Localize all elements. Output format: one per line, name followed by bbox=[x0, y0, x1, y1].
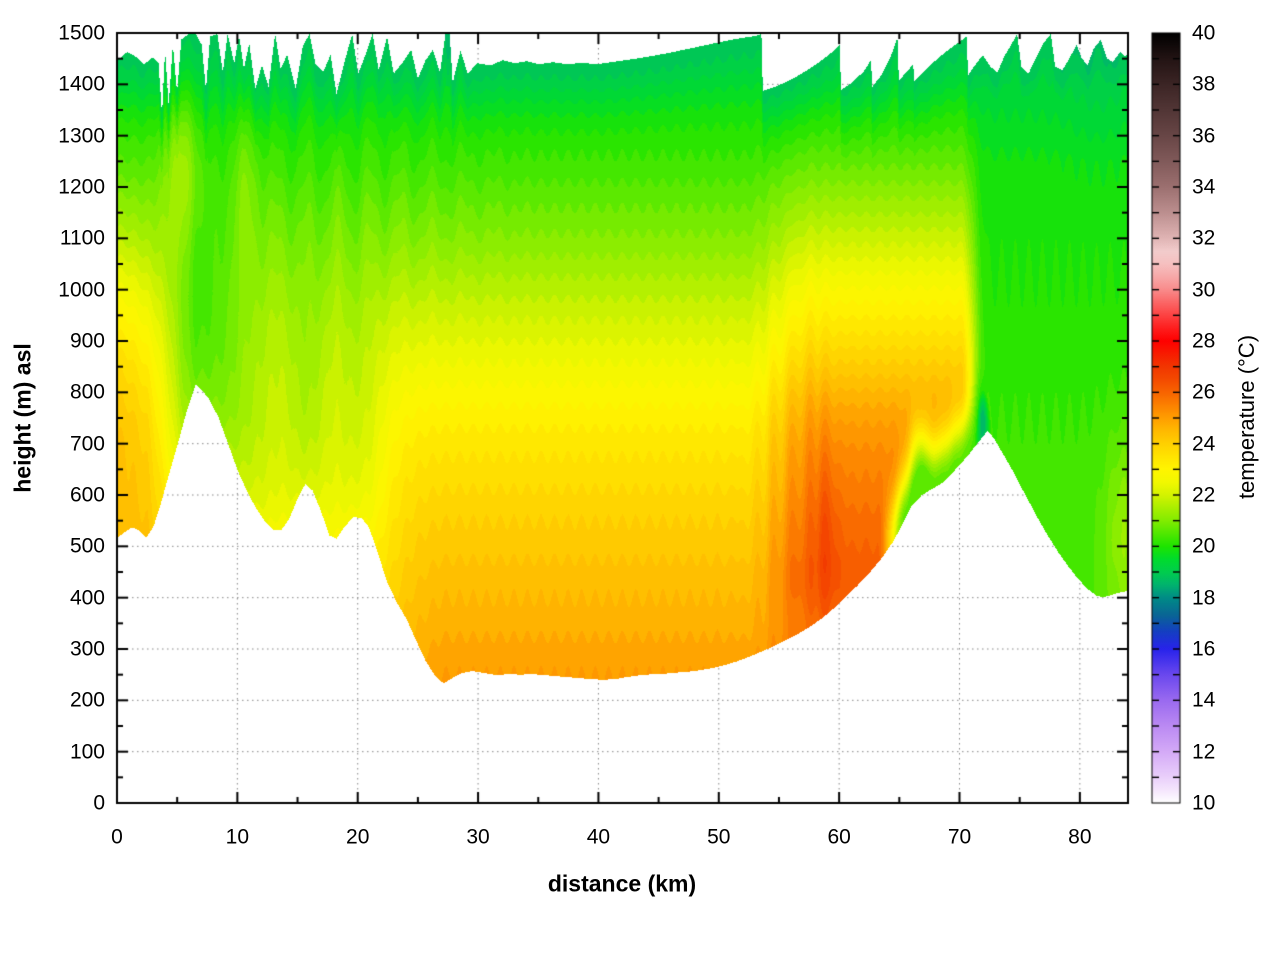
colorbar-tick-label: 20 bbox=[1192, 534, 1216, 558]
x-tick-label: 0 bbox=[111, 825, 123, 849]
y-tick-label: 1000 bbox=[58, 278, 105, 302]
x-tick-label: 50 bbox=[707, 825, 731, 849]
colorbar-tick-label: 40 bbox=[1192, 21, 1216, 45]
colorbar-tick-label: 28 bbox=[1192, 329, 1216, 353]
y-tick-label: 1300 bbox=[58, 124, 105, 148]
colorbar-tick-label: 22 bbox=[1192, 483, 1216, 507]
y-tick-label: 100 bbox=[69, 740, 105, 764]
x-tick-label: 80 bbox=[1068, 825, 1092, 849]
x-tick-label: 70 bbox=[947, 825, 972, 849]
colorbar-tick-label: 10 bbox=[1192, 791, 1216, 815]
y-axis-title: height (m) asl bbox=[9, 343, 36, 493]
x-axis-title: distance (km) bbox=[547, 870, 697, 897]
x-tick-label: 10 bbox=[225, 825, 250, 849]
x-tick-label: 20 bbox=[346, 825, 370, 849]
y-tick-label: 1400 bbox=[58, 72, 105, 96]
colorbar-tick-label: 32 bbox=[1192, 226, 1216, 250]
y-tick-label: 400 bbox=[69, 586, 105, 610]
y-tick-label: 0 bbox=[93, 791, 105, 815]
y-tick-label: 700 bbox=[69, 432, 105, 456]
y-tick-label: 300 bbox=[69, 637, 105, 661]
y-tick-label: 500 bbox=[69, 534, 105, 558]
colorbar-tick-label: 16 bbox=[1192, 637, 1216, 661]
y-tick-label: 900 bbox=[69, 329, 105, 353]
x-tick-label: 30 bbox=[466, 825, 490, 849]
y-tick-label: 200 bbox=[69, 688, 105, 712]
colorbar-tick-label: 26 bbox=[1192, 380, 1216, 404]
colorbar-tick-label: 34 bbox=[1192, 175, 1216, 199]
y-tick-label: 600 bbox=[69, 483, 105, 507]
y-tick-label: 1100 bbox=[59, 226, 105, 250]
x-tick-label: 40 bbox=[586, 825, 611, 849]
y-tick-label: 800 bbox=[69, 380, 105, 404]
colorbar-tick-label: 36 bbox=[1192, 124, 1216, 148]
y-tick-label: 1200 bbox=[58, 175, 105, 199]
y-tick-label: 1500 bbox=[58, 21, 105, 45]
colorbar-tick-label: 24 bbox=[1192, 432, 1216, 456]
colorbar-tick-label: 18 bbox=[1192, 586, 1216, 610]
colorbar-title: temperature (°C) bbox=[1234, 334, 1259, 500]
colorbar-tick-label: 12 bbox=[1192, 740, 1216, 764]
x-tick-label: 60 bbox=[827, 825, 851, 849]
colorbar-tick-label: 38 bbox=[1192, 72, 1216, 96]
colorbar-tick-label: 14 bbox=[1192, 688, 1216, 712]
colorbar-tick-label: 30 bbox=[1192, 278, 1216, 302]
